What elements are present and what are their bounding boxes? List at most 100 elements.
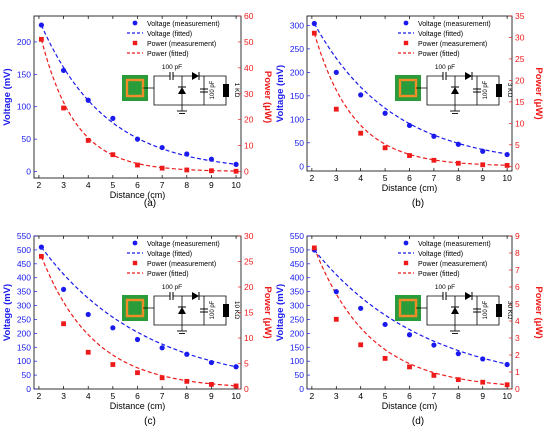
y-tick-label: 550 [17, 231, 31, 241]
wire [416, 295, 443, 309]
legend-label: Voltage (measurement) [418, 241, 491, 248]
y2-tick-label: 4 [515, 316, 520, 326]
legend-label: Power (measurement) [418, 261, 487, 268]
x-tick-label: 8 [184, 391, 189, 401]
x-tick-label: 10 [502, 391, 512, 401]
legend-label: Voltage (fitted) [418, 251, 463, 258]
legend-label: Voltage (fitted) [147, 251, 192, 258]
y2-tick-label: 5 [244, 359, 249, 369]
y2-tick-label: 10 [244, 141, 254, 151]
power-point [233, 168, 239, 174]
legend-marker-voltage [132, 240, 138, 246]
x-tick-label: 3 [334, 173, 339, 183]
x-tick-label: 2 [37, 391, 42, 401]
voltage-fit-line [313, 249, 508, 365]
y2-tick-label: 25 [515, 54, 525, 64]
voltage-point [382, 321, 388, 328]
power-point [333, 316, 339, 322]
x-tick-label: 9 [209, 180, 214, 190]
legend-label: Voltage (measurement) [418, 21, 491, 28]
power-point [455, 160, 461, 166]
y-tick-label: 50 [295, 138, 305, 148]
y2-tick-label: 30 [515, 32, 525, 42]
y2-tick-label: 6 [515, 282, 520, 292]
voltage-point [480, 148, 486, 154]
voltage-point [431, 133, 437, 139]
voltage-point [110, 325, 116, 331]
power-point [135, 370, 140, 376]
voltage-point [159, 144, 165, 151]
x-tick-label: 4 [358, 173, 363, 183]
power-point [480, 379, 486, 385]
y-tick-label: 100 [290, 356, 304, 366]
wire [143, 295, 170, 309]
panel-label: (a) [144, 198, 156, 209]
x-tick-label: 2 [37, 180, 42, 190]
legend-label: Power (measurement) [147, 261, 216, 268]
y2-tick-label: 0 [515, 161, 520, 171]
y-tick-label: 300 [17, 301, 31, 311]
y-tick-label: 400 [17, 273, 31, 283]
y2-tick-label: 2 [515, 350, 520, 360]
y-tick-label: 550 [290, 231, 304, 241]
panel-label: (d) [412, 416, 424, 427]
y2-tick-label: 5 [515, 299, 520, 309]
resistor-label: 3 KΩ [506, 83, 513, 98]
y-tick-label: 200 [17, 37, 31, 47]
x-tick-label: 8 [456, 391, 461, 401]
voltage-point [208, 359, 215, 366]
power-point [110, 362, 116, 367]
y-tick-label: 350 [290, 287, 304, 297]
power-point [85, 138, 91, 143]
voltage-point [333, 69, 339, 75]
y-tick-label: 200 [17, 328, 31, 338]
y2-axis-label: Power (μW) [262, 286, 273, 338]
voltage-fit-line [40, 246, 237, 368]
voltage-point [455, 141, 461, 147]
power-point [504, 382, 510, 388]
x-tick-label: 9 [480, 173, 485, 183]
y-tick-label: 400 [290, 273, 304, 283]
capacitor-label: 100 pF [483, 80, 489, 99]
wire [416, 75, 443, 89]
wire [153, 75, 227, 106]
y2-tick-label: 7 [515, 265, 520, 275]
voltage-point [233, 161, 239, 167]
legend-label: Voltage (measurement) [147, 21, 220, 28]
voltage-point [60, 286, 67, 293]
x-tick-label: 4 [86, 180, 91, 190]
y-axis-label: Voltage (mV) [2, 68, 13, 125]
voltage-point [85, 311, 91, 318]
y-tick-label: 250 [290, 314, 304, 324]
power-point [431, 373, 437, 378]
y-tick-label: 150 [17, 69, 31, 79]
y2-tick-label: 20 [244, 115, 254, 125]
y-tick-label: 500 [290, 245, 304, 255]
x-tick-label: 4 [86, 391, 91, 401]
y-tick-label: 0 [299, 161, 304, 171]
x-tick-label: 7 [432, 173, 437, 183]
y2-axis-label: Power (μW) [533, 286, 544, 338]
capacitor-label: 100 pF [210, 80, 216, 99]
x-axis-label: Distance (cm) [382, 183, 438, 193]
resistor-label: 10 KΩ [233, 301, 240, 319]
x-tick-label: 7 [160, 180, 165, 190]
voltage-point [38, 22, 44, 28]
power-point [209, 382, 214, 387]
circuit-inset: 100 pF 100 pF 1 KΩ [122, 64, 240, 114]
y-tick-label: 0 [26, 384, 31, 394]
legend-marker-voltage [132, 20, 138, 26]
power-point [85, 349, 91, 355]
y2-tick-label: 1 [515, 367, 520, 377]
x-tick-label: 6 [135, 391, 140, 401]
legend-label: Power (fitted) [147, 271, 189, 278]
y2-tick-label: 0 [515, 384, 520, 394]
resistor-icon [496, 84, 502, 97]
resistor-label: 30 KΩ [506, 301, 513, 319]
y-tick-label: 150 [17, 342, 31, 352]
y-tick-label: 0 [299, 384, 304, 394]
power-point [455, 377, 461, 383]
power-point [382, 356, 388, 361]
